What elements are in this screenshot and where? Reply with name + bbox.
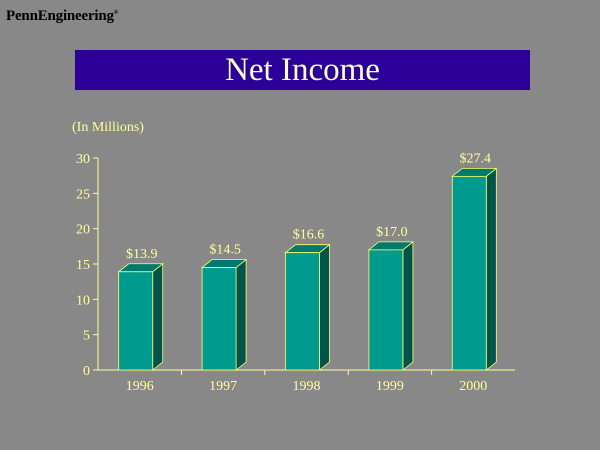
brand-name: PennEngineering bbox=[6, 8, 114, 24]
page-title: Net Income bbox=[225, 51, 380, 88]
data-label: $17.0 bbox=[376, 225, 408, 240]
x-tick-label: 1999 bbox=[376, 379, 404, 394]
data-label: $13.9 bbox=[126, 247, 158, 262]
bar-side bbox=[152, 262, 164, 371]
data-label: $14.5 bbox=[209, 243, 241, 258]
bar bbox=[285, 252, 320, 371]
y-tick-label: 20 bbox=[76, 223, 90, 238]
x-tick-label: 1998 bbox=[293, 379, 321, 394]
y-tick-label: 5 bbox=[83, 329, 90, 344]
data-label: $16.6 bbox=[293, 228, 325, 243]
brand-registered-mark: ® bbox=[113, 10, 119, 16]
bar bbox=[118, 271, 154, 371]
data-label: $27.4 bbox=[460, 151, 492, 166]
y-tick-label: 10 bbox=[76, 293, 90, 308]
x-tick-label: 1996 bbox=[126, 379, 154, 394]
title-banner: Net Income bbox=[75, 50, 530, 90]
bar-side bbox=[402, 241, 414, 371]
y-tick-label: 25 bbox=[76, 187, 90, 202]
y-tick-label: 0 bbox=[83, 364, 90, 379]
x-tick-label: 1997 bbox=[209, 379, 237, 394]
brand-logo: PennEngineering® bbox=[6, 8, 118, 25]
y-tick-label: 30 bbox=[76, 152, 90, 167]
bar bbox=[368, 249, 404, 371]
bar-side bbox=[235, 258, 247, 371]
bar bbox=[451, 175, 487, 371]
bar-side bbox=[485, 167, 497, 371]
units-label: (In Millions) bbox=[72, 120, 144, 135]
bar-side bbox=[319, 243, 330, 371]
bar bbox=[201, 267, 237, 371]
x-tick-label: 2000 bbox=[459, 379, 487, 394]
y-tick-label: 15 bbox=[76, 258, 90, 273]
